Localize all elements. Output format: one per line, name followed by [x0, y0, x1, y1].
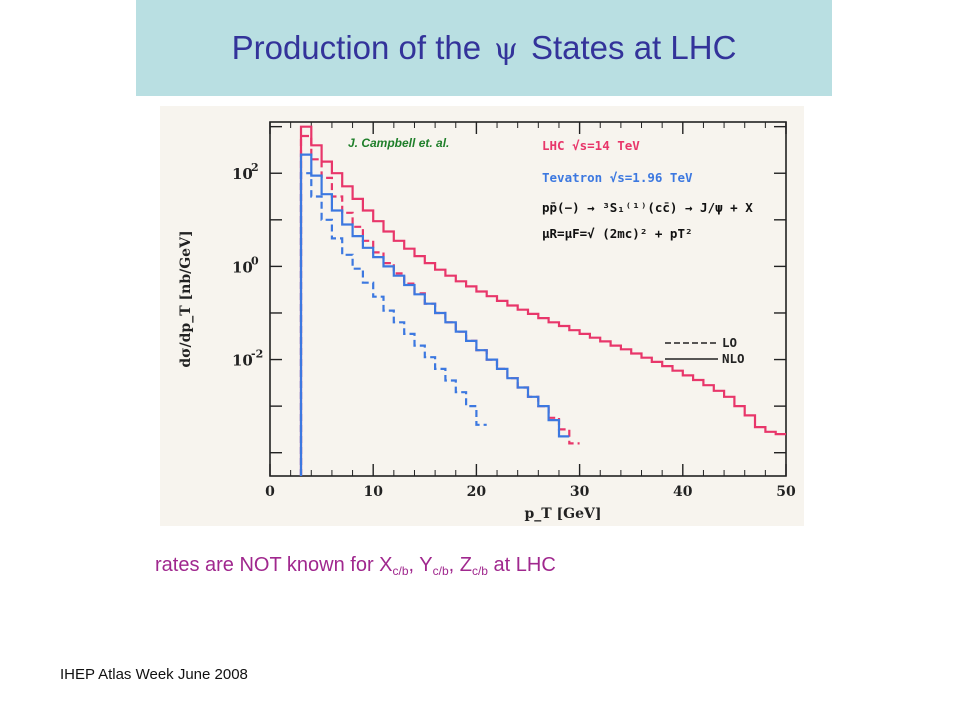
plot-background	[160, 106, 804, 526]
legend-line-1: LHC √s=14 TeV	[542, 138, 640, 153]
rates-part3: , Z	[448, 554, 472, 576]
x-tick-label: 0	[265, 484, 275, 500]
series-lhc-nlo	[299, 125, 786, 476]
legend-line-4: μR=μF=√ (2mc)² + pT²	[542, 226, 693, 241]
y-axis-label: dσ/dp_T [nb/GeV]	[178, 230, 194, 367]
rates-sub3: c/b	[471, 564, 488, 578]
title-prefix: Production of the	[231, 29, 482, 66]
citation-label: J. Campbell et. al.	[348, 136, 449, 150]
y-tick-label: 10	[232, 258, 253, 276]
rates-part4: at LHC	[487, 554, 556, 576]
rates-sub2: c/b	[432, 564, 449, 578]
x-tick-label: 50	[776, 484, 796, 500]
y-tick-label-exponent: 2	[251, 161, 259, 174]
x-tick-label: 10	[363, 484, 383, 500]
x-tick-label: 40	[673, 484, 693, 500]
rates-part2: , Y	[408, 554, 433, 576]
series-tevatron-nlo	[299, 153, 570, 476]
legend-line-3: pp̄(−) → ³S₁⁽¹⁾(cc̄) → J/ψ + X	[542, 200, 753, 215]
plot-frame	[269, 121, 787, 477]
title-suffix: States at LHC	[530, 29, 737, 66]
title-bar: Production of the ψ States at LHC	[136, 0, 832, 96]
style-legend-label-lo: LO	[722, 335, 737, 350]
y-tick-label: 10	[232, 352, 253, 370]
y-tick-label-exponent: -2	[251, 348, 263, 361]
series-tevatron-lo	[299, 172, 487, 476]
rates-note: rates are NOT known for Xc/b, Yc/b, Zc/b…	[155, 554, 556, 578]
x-tick-label: 30	[570, 484, 590, 500]
rates-sub1: c/b	[392, 564, 409, 578]
title-psi-symbol: ψ	[494, 32, 518, 67]
legend-line-2: Tevatron √s=1.96 TeV	[542, 170, 693, 185]
y-tick-label: 10	[232, 165, 253, 183]
footer-text: IHEP Atlas Week June 2008	[60, 666, 248, 683]
style-legend-label-nlo: NLO	[722, 351, 745, 366]
slide-title: Production of the ψ States at LHC	[232, 29, 737, 67]
x-tick-label: 20	[467, 484, 487, 500]
rates-part1: rates are NOT known for X	[155, 554, 393, 576]
x-axis-label: p_T [GeV]	[524, 506, 601, 522]
y-tick-label-exponent: 0	[251, 254, 259, 267]
